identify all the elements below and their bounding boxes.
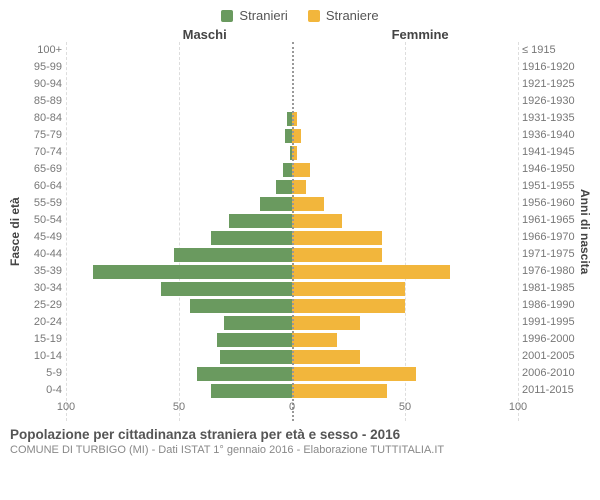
- age-label: 15-19: [24, 331, 62, 348]
- female-bar: [292, 282, 405, 296]
- female-bar: [292, 367, 416, 381]
- x-tick: 50: [173, 401, 185, 413]
- female-bar: [292, 350, 360, 364]
- male-bar: [190, 299, 292, 313]
- age-label: 60-64: [24, 178, 62, 195]
- year-label: 1966-1970: [522, 229, 576, 246]
- chart: Fasce di età 100+95-9990-9485-8980-8475-…: [0, 42, 600, 421]
- plot-area: 050100 50100: [66, 42, 518, 421]
- year-label: 1986-1990: [522, 297, 576, 314]
- year-label: 1941-1945: [522, 144, 576, 161]
- centerline: [292, 42, 294, 421]
- age-label: 55-59: [24, 195, 62, 212]
- age-label: 35-39: [24, 263, 62, 280]
- male-bar: [285, 129, 292, 143]
- year-label: 1936-1940: [522, 127, 576, 144]
- x-tick: 50: [399, 401, 411, 413]
- female-bar: [292, 248, 382, 262]
- x-tick: 100: [509, 401, 527, 413]
- age-label: 75-79: [24, 127, 62, 144]
- legend-male-label: Stranieri: [239, 8, 287, 23]
- age-label: 100+: [24, 42, 62, 59]
- age-label: 95-99: [24, 59, 62, 76]
- legend: Stranieri Straniere: [0, 0, 600, 27]
- female-bar: [292, 265, 450, 279]
- age-label: 70-74: [24, 144, 62, 161]
- male-bar: [283, 163, 292, 177]
- year-label: 1916-1920: [522, 59, 576, 76]
- age-label: 80-84: [24, 110, 62, 127]
- age-label: 65-69: [24, 161, 62, 178]
- female-bar: [292, 316, 360, 330]
- male-bar: [217, 333, 292, 347]
- age-label: 20-24: [24, 314, 62, 331]
- female-bar: [292, 180, 306, 194]
- female-bar: [292, 197, 324, 211]
- year-label: 1961-1965: [522, 212, 576, 229]
- year-label: 1996-2000: [522, 331, 576, 348]
- male-bar: [197, 367, 292, 381]
- caption-title: Popolazione per cittadinanza straniera p…: [10, 427, 590, 442]
- age-label: 90-94: [24, 76, 62, 93]
- male-bar: [229, 214, 292, 228]
- male-bar: [220, 350, 292, 364]
- age-label: 10-14: [24, 348, 62, 365]
- legend-female-label: Straniere: [326, 8, 379, 23]
- year-label: 1971-1975: [522, 246, 576, 263]
- male-bar: [224, 316, 292, 330]
- female-bar: [292, 163, 310, 177]
- age-labels: 100+95-9990-9485-8980-8475-7970-7465-696…: [24, 42, 66, 421]
- male-bar: [260, 197, 292, 211]
- year-label: 1981-1985: [522, 280, 576, 297]
- male-bar: [211, 384, 292, 398]
- caption: Popolazione per cittadinanza straniera p…: [0, 421, 600, 456]
- age-label: 25-29: [24, 297, 62, 314]
- male-bar: [93, 265, 292, 279]
- male-bar: [276, 180, 292, 194]
- female-bar: [292, 214, 342, 228]
- male-swatch: [221, 10, 233, 22]
- male-bar: [174, 248, 292, 262]
- year-label: 1926-1930: [522, 93, 576, 110]
- caption-subtitle: COMUNE DI TURBIGO (MI) - Dati ISTAT 1° g…: [10, 444, 590, 456]
- legend-item-male: Stranieri: [221, 8, 287, 23]
- female-bar: [292, 299, 405, 313]
- y-right-axis-title: Anni di nascita: [576, 42, 592, 421]
- year-labels: ≤ 19151916-19201921-19251926-19301931-19…: [518, 42, 576, 421]
- age-label: 0-4: [24, 382, 62, 399]
- year-label: 1946-1950: [522, 161, 576, 178]
- age-label: 5-9: [24, 365, 62, 382]
- age-label: 50-54: [24, 212, 62, 229]
- x-axis: 050100 50100: [66, 401, 518, 421]
- year-label: 1931-1935: [522, 110, 576, 127]
- year-label: 2011-2015: [522, 382, 576, 399]
- female-bar: [292, 231, 382, 245]
- age-label: 45-49: [24, 229, 62, 246]
- age-label: 85-89: [24, 93, 62, 110]
- column-headers: Maschi Femmine: [0, 27, 600, 42]
- age-label: 40-44: [24, 246, 62, 263]
- year-label: 2006-2010: [522, 365, 576, 382]
- male-bar: [211, 231, 292, 245]
- year-label: 1951-1955: [522, 178, 576, 195]
- female-bar: [292, 333, 337, 347]
- year-label: 1956-1960: [522, 195, 576, 212]
- age-label: 30-34: [24, 280, 62, 297]
- header-female: Femmine: [293, 27, 528, 42]
- year-label: 1976-1980: [522, 263, 576, 280]
- y-left-axis-title: Fasce di età: [8, 42, 24, 421]
- male-bar: [161, 282, 292, 296]
- year-label: 2001-2005: [522, 348, 576, 365]
- x-tick: 100: [57, 401, 75, 413]
- year-label: 1921-1925: [522, 76, 576, 93]
- female-bar: [292, 384, 387, 398]
- legend-item-female: Straniere: [308, 8, 379, 23]
- year-label: 1991-1995: [522, 314, 576, 331]
- female-swatch: [308, 10, 320, 22]
- year-label: ≤ 1915: [522, 42, 576, 59]
- header-male: Maschi: [57, 27, 293, 42]
